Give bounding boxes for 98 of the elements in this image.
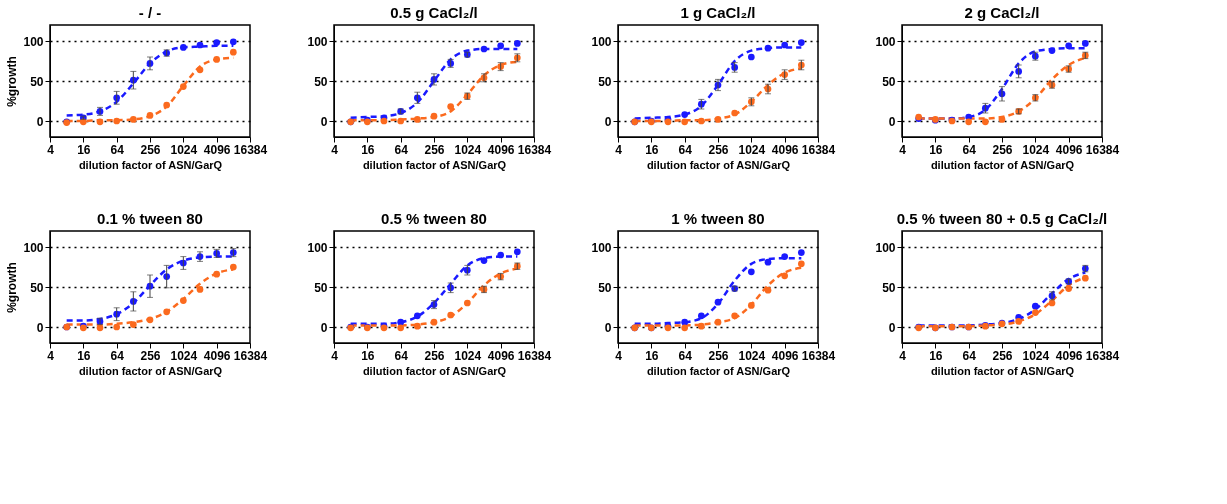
y-tick-label: 50 [882,74,896,89]
x-tick-label: 16384 [801,142,836,157]
y-tick-label: 100 [307,34,328,49]
x-tick-label: 256 [708,142,729,157]
y-tick-label: 0 [888,114,896,129]
x-tick-label: 16 [361,348,375,363]
x-tick-label: 1024 [170,348,198,363]
y-tick-label: 0 [36,114,44,129]
x-tick-label: 16 [77,348,91,363]
x-tick-label: 4 [899,142,907,157]
y-tick-label: 100 [875,34,896,49]
x-tick-label: 4 [47,348,55,363]
chart-title: 0.5 g CaCl₂/l [390,4,478,21]
y-tick-label: 0 [320,320,328,335]
y-tick-label: 100 [307,240,328,255]
chart-title: 0.5 % tween 80 + 0.5 g CaCl₂/l [896,210,1108,227]
x-tick-label: 4 [615,348,623,363]
x-tick-label: 4096 [1055,142,1083,157]
x-tick-label: 16384 [517,142,552,157]
x-tick-label: 16 [77,142,91,157]
y-tick-label: 50 [30,280,44,295]
x-tick-label: 4096 [1055,348,1083,363]
x-tick-label: 1024 [738,348,766,363]
chart-title: - / - [138,4,162,21]
x-axis-title: dilution factor of ASN/GarQ [362,158,507,171]
x-tick-label: 64 [110,142,125,157]
x-tick-label: 1024 [738,142,766,157]
x-axis-title: dilution factor of ASN/GarQ [78,158,223,171]
x-axis-title: dilution factor of ASN/GarQ [646,364,791,377]
y-axis-title: %growth [5,56,20,107]
x-tick-label: 4 [47,142,55,157]
x-tick-label: 1024 [454,142,482,157]
x-tick-label: 4096 [487,348,515,363]
x-tick-label: 64 [394,348,409,363]
x-tick-label: 16384 [1085,348,1120,363]
y-tick-label: 0 [604,320,612,335]
x-tick-label: 256 [992,348,1013,363]
chart-title: 0.1 % tween 80 [97,210,203,227]
x-tick-label: 64 [110,348,125,363]
x-tick-label: 16384 [801,348,836,363]
x-tick-label: 4 [331,142,339,157]
y-tick-label: 0 [604,114,612,129]
x-tick-label: 1024 [1022,348,1050,363]
x-tick-label: 256 [708,348,729,363]
y-tick-label: 100 [23,34,44,49]
x-tick-label: 64 [394,142,409,157]
x-tick-label: 256 [424,142,445,157]
x-tick-label: 256 [140,142,161,157]
x-tick-label: 64 [962,348,977,363]
x-tick-label: 4 [899,348,907,363]
x-tick-label: 64 [678,142,693,157]
y-tick-label: 50 [882,280,896,295]
x-tick-label: 16 [361,142,375,157]
y-tick-label: 0 [888,320,896,335]
x-tick-label: 64 [962,142,977,157]
x-tick-label: 16 [645,348,659,363]
chart-title: 2 g CaCl₂/l [964,4,1040,21]
y-tick-label: 50 [30,74,44,89]
x-tick-label: 4096 [771,142,799,157]
y-tick-label: 50 [598,74,612,89]
x-tick-label: 16 [929,348,943,363]
y-tick-label: 50 [598,280,612,295]
x-tick-label: 4096 [203,348,231,363]
x-tick-label: 256 [992,142,1013,157]
x-axis-title: dilution factor of ASN/GarQ [362,364,507,377]
x-tick-label: 16 [929,142,943,157]
y-tick-label: 100 [591,34,612,49]
y-tick-label: 50 [314,74,328,89]
x-axis-title: dilution factor of ASN/GarQ [646,158,791,171]
x-tick-label: 16384 [517,348,552,363]
chart-title: 1 % tween 80 [671,210,765,227]
x-tick-label: 1024 [170,142,198,157]
x-axis-title: dilution factor of ASN/GarQ [930,158,1075,171]
x-tick-label: 16 [645,142,659,157]
x-tick-label: 16384 [1085,142,1120,157]
y-tick-label: 100 [23,240,44,255]
x-tick-label: 16384 [233,348,268,363]
x-tick-label: 256 [140,348,161,363]
y-tick-label: 0 [36,320,44,335]
chart-title: 1 g CaCl₂/l [680,4,756,21]
x-tick-label: 16384 [233,142,268,157]
x-tick-label: 4 [615,142,623,157]
x-axis-title: dilution factor of ASN/GarQ [78,364,223,377]
x-tick-label: 1024 [454,348,482,363]
x-tick-label: 1024 [1022,142,1050,157]
y-tick-label: 0 [320,114,328,129]
x-tick-label: 256 [424,348,445,363]
x-tick-label: 64 [678,348,693,363]
x-tick-label: 4096 [203,142,231,157]
x-tick-label: 4096 [771,348,799,363]
chart-title: 0.5 % tween 80 [381,210,487,227]
y-axis-title: %growth [5,262,20,313]
x-tick-label: 4 [331,348,339,363]
y-tick-label: 100 [591,240,612,255]
y-tick-label: 100 [875,240,896,255]
y-tick-label: 50 [314,280,328,295]
x-tick-label: 4096 [487,142,515,157]
x-axis-title: dilution factor of ASN/GarQ [930,364,1075,377]
